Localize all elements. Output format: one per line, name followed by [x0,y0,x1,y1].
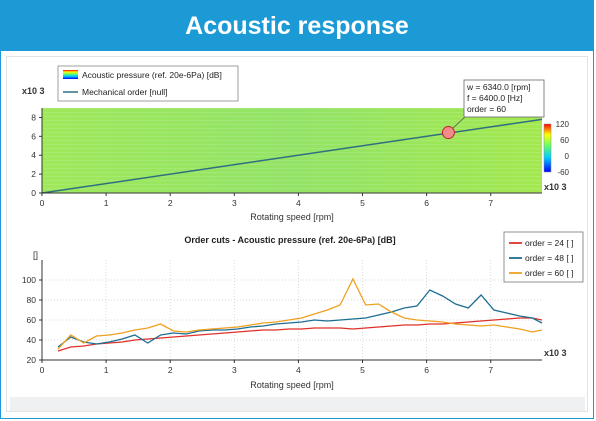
legend-label-series: order = 60 [ ] [525,268,573,278]
line-chart-x-tick-label: 4 [296,365,301,375]
heatmap-x-tick-label: 0 [40,198,45,208]
tooltip-line-speed: w = 6340.0 [rpm] [466,82,531,92]
line-chart-x-tick-label: 7 [488,365,493,375]
tooltip-line-order: order = 60 [467,104,506,114]
line-chart-y-tick-label: 20 [27,355,37,365]
line-chart-series [57,277,543,352]
heatmap-chart: 0 2 4 6 8 0 1 2 3 4 5 6 7 x10 3 x10 3 Rotating spee… [22,65,570,222]
legend-label-order: Mechanical order [null] [82,87,168,97]
colorbar-tick-label: -60 [557,168,569,177]
heatmap-y-tick-label: 0 [31,188,36,198]
tooltip-line-frequency: f = 6400.0 [Hz] [467,93,523,103]
heatmap-x-tick-label: 7 [488,198,493,208]
series-line-order-3 [57,277,543,350]
series-line-order-1 [57,317,543,352]
colorbar-tick-label: 60 [560,136,569,145]
panel-title: Acoustic response [185,12,409,40]
cursor-marker[interactable] [441,126,455,140]
heatmap-y-axis: 0 2 4 6 8 [31,112,42,198]
line-chart-y-tick-label: 40 [27,335,37,345]
line-chart-x-tick-label: 0 [40,365,45,375]
heatmap-texture [42,108,542,193]
heatmap-x-tick-label: 1 [104,198,109,208]
heatmap-x-multiplier: x10 3 [544,182,567,192]
line-chart-legend: order = 24 [ ] order = 48 [ ] order = 60 [… [503,231,584,283]
line-chart-y-tick-label: 80 [27,295,37,305]
mechanical-order-line [41,118,543,194]
heatmap-y-multiplier: x10 3 [22,86,45,96]
heatmap-y-tick-label: 2 [31,169,36,179]
heatmap-x-tick-label: 2 [168,198,173,208]
heatmap-x-tick-label: 5 [360,198,365,208]
line-chart-x-tick-label: 2 [168,365,173,375]
line-chart-x-tick-label: 6 [424,365,429,375]
colorbar-tick-label: 0 [565,152,570,161]
heatmap-x-tick-label: 6 [424,198,429,208]
tooltip-connector [452,115,467,129]
heatmap-x-tick-label: 4 [296,198,301,208]
legend-label-series: order = 48 [ ] [525,253,573,263]
heatmap-y-tick-label: 6 [31,131,36,141]
legend-label-series: order = 24 [ ] [525,238,573,248]
line-chart-y-tick-label: 60 [27,315,37,325]
heatmap-y-tick-label: 8 [31,112,36,122]
legend-swatch-acoustic [63,70,78,79]
colorbar [543,123,552,173]
series-line-order-2 [57,289,543,348]
colorbar-ticks: 120 60 0 -60 [556,120,570,177]
footer-strip [10,397,585,411]
cursor-tooltip: w = 6340.0 [rpm] f = 6400.0 [Hz] order =… [463,79,545,118]
heatmap-y-tick-label: 4 [31,150,36,160]
panel-header: Acoustic response [1,1,593,51]
line-chart-x-label: Rotating speed [rpm] [250,380,334,390]
heatmap-x-tick-label: 3 [232,198,237,208]
heatmap-x-label: Rotating speed [rpm] [250,212,334,222]
line-chart-x-tick-label: 5 [360,365,365,375]
line-chart-grid [41,260,542,361]
heatmap-x-axis: 0 1 2 3 4 5 6 7 [40,193,493,208]
line-chart-x-axis: 0 1 2 3 4 5 6 7 [40,360,493,375]
line-chart-y-tick-label: 100 [22,275,36,285]
line-chart-x-multiplier: x10 3 [544,348,567,358]
line-chart-x-tick-label: 3 [232,365,237,375]
heatmap-legend: Acoustic pressure (ref. 20e-6Pa) [dB] Me… [57,65,239,102]
line-chart-title: Order cuts - Acoustic pressure (ref. 20e… [184,235,395,245]
order-cuts-chart: Order cuts - Acoustic pressure (ref. 20e… [22,231,584,390]
line-chart-x-tick-label: 1 [104,365,109,375]
colorbar-tick-label: 120 [556,120,570,129]
line-chart-y-axis: 20 40 60 80 100 [22,275,42,365]
line-chart-y-label: [] [33,250,38,260]
legend-label-acoustic: Acoustic pressure (ref. 20e-6Pa) [dB] [82,70,222,80]
